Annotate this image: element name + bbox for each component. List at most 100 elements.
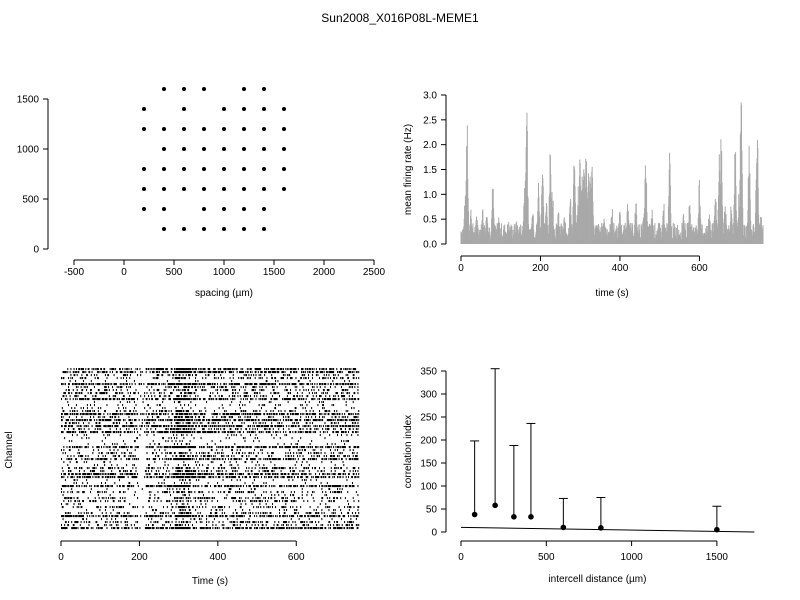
spike: [94, 476, 96, 479]
spike: [241, 473, 243, 476]
spike: [278, 392, 280, 395]
spike: [106, 377, 108, 380]
spike: [254, 410, 256, 413]
spike: [284, 473, 286, 476]
spike: [197, 383, 199, 386]
spike: [117, 425, 119, 428]
spike: [322, 404, 324, 407]
spike: [149, 446, 151, 449]
spike: [173, 419, 175, 422]
spike: [170, 368, 172, 371]
spike: [162, 383, 164, 386]
spike: [184, 458, 186, 461]
spike: [179, 458, 181, 461]
spike: [151, 470, 153, 473]
spike: [254, 368, 256, 371]
spike: [91, 371, 93, 374]
spike: [235, 461, 237, 464]
spike: [264, 428, 266, 431]
spike: [201, 371, 203, 374]
spike: [109, 449, 111, 452]
spike: [126, 428, 128, 431]
spike: [345, 410, 347, 413]
spike: [199, 473, 201, 476]
spike: [290, 458, 292, 461]
spike: [358, 371, 360, 374]
spike: [75, 458, 77, 461]
spike: [273, 386, 275, 389]
spike: [207, 464, 209, 467]
spike: [325, 410, 327, 413]
spike: [156, 368, 158, 371]
spike: [338, 416, 340, 419]
spike: [114, 383, 116, 386]
spike: [100, 368, 102, 371]
spike: [264, 404, 266, 407]
spike: [272, 368, 274, 371]
spike: [104, 410, 106, 413]
spike: [345, 440, 347, 443]
spike: [333, 473, 335, 476]
spike: [176, 455, 178, 458]
spike: [268, 425, 270, 428]
spike: [205, 425, 207, 428]
spike: [245, 371, 247, 374]
spike: [84, 419, 86, 422]
spike: [237, 464, 239, 467]
spike: [315, 419, 317, 422]
spike: [94, 473, 96, 476]
spike: [251, 383, 253, 386]
spike: [280, 377, 282, 380]
spike: [231, 458, 233, 461]
spike: [155, 383, 157, 386]
spike: [62, 410, 64, 413]
spike: [103, 425, 105, 428]
spike: [214, 425, 216, 428]
spike: [101, 398, 103, 401]
spike: [301, 449, 303, 452]
spike: [64, 425, 66, 428]
spike: [137, 413, 139, 416]
spike: [175, 368, 177, 371]
spike: [211, 449, 213, 452]
spike: [152, 431, 154, 434]
spike: [321, 383, 323, 386]
spike: [105, 419, 107, 422]
spike: [205, 431, 207, 434]
spike: [257, 446, 259, 449]
spike: [354, 458, 356, 461]
spike: [216, 428, 218, 431]
spike: [263, 446, 265, 449]
spike: [177, 425, 179, 428]
spike: [234, 419, 236, 422]
spike: [138, 383, 140, 386]
spike: [326, 431, 328, 434]
spike: [212, 431, 214, 434]
spike: [264, 368, 266, 371]
spike: [285, 383, 287, 386]
spike: [162, 368, 164, 371]
spike: [264, 419, 266, 422]
spike: [177, 383, 179, 386]
spike: [253, 386, 255, 389]
spike: [104, 461, 106, 464]
spike: [285, 386, 287, 389]
spike: [75, 458, 77, 461]
spike: [74, 407, 76, 410]
spike: [197, 413, 199, 416]
spike: [173, 425, 175, 428]
spike: [188, 383, 190, 386]
spike: [308, 470, 310, 473]
spike: [297, 392, 299, 395]
spike: [214, 443, 216, 446]
spike: [181, 467, 183, 470]
electrode-point: [262, 227, 266, 231]
spike: [256, 395, 258, 398]
spike: [118, 431, 120, 434]
spike: [268, 416, 270, 419]
spike: [299, 383, 301, 386]
spike: [327, 398, 329, 401]
spike: [147, 473, 149, 476]
spike: [133, 440, 135, 443]
spike: [64, 392, 66, 395]
